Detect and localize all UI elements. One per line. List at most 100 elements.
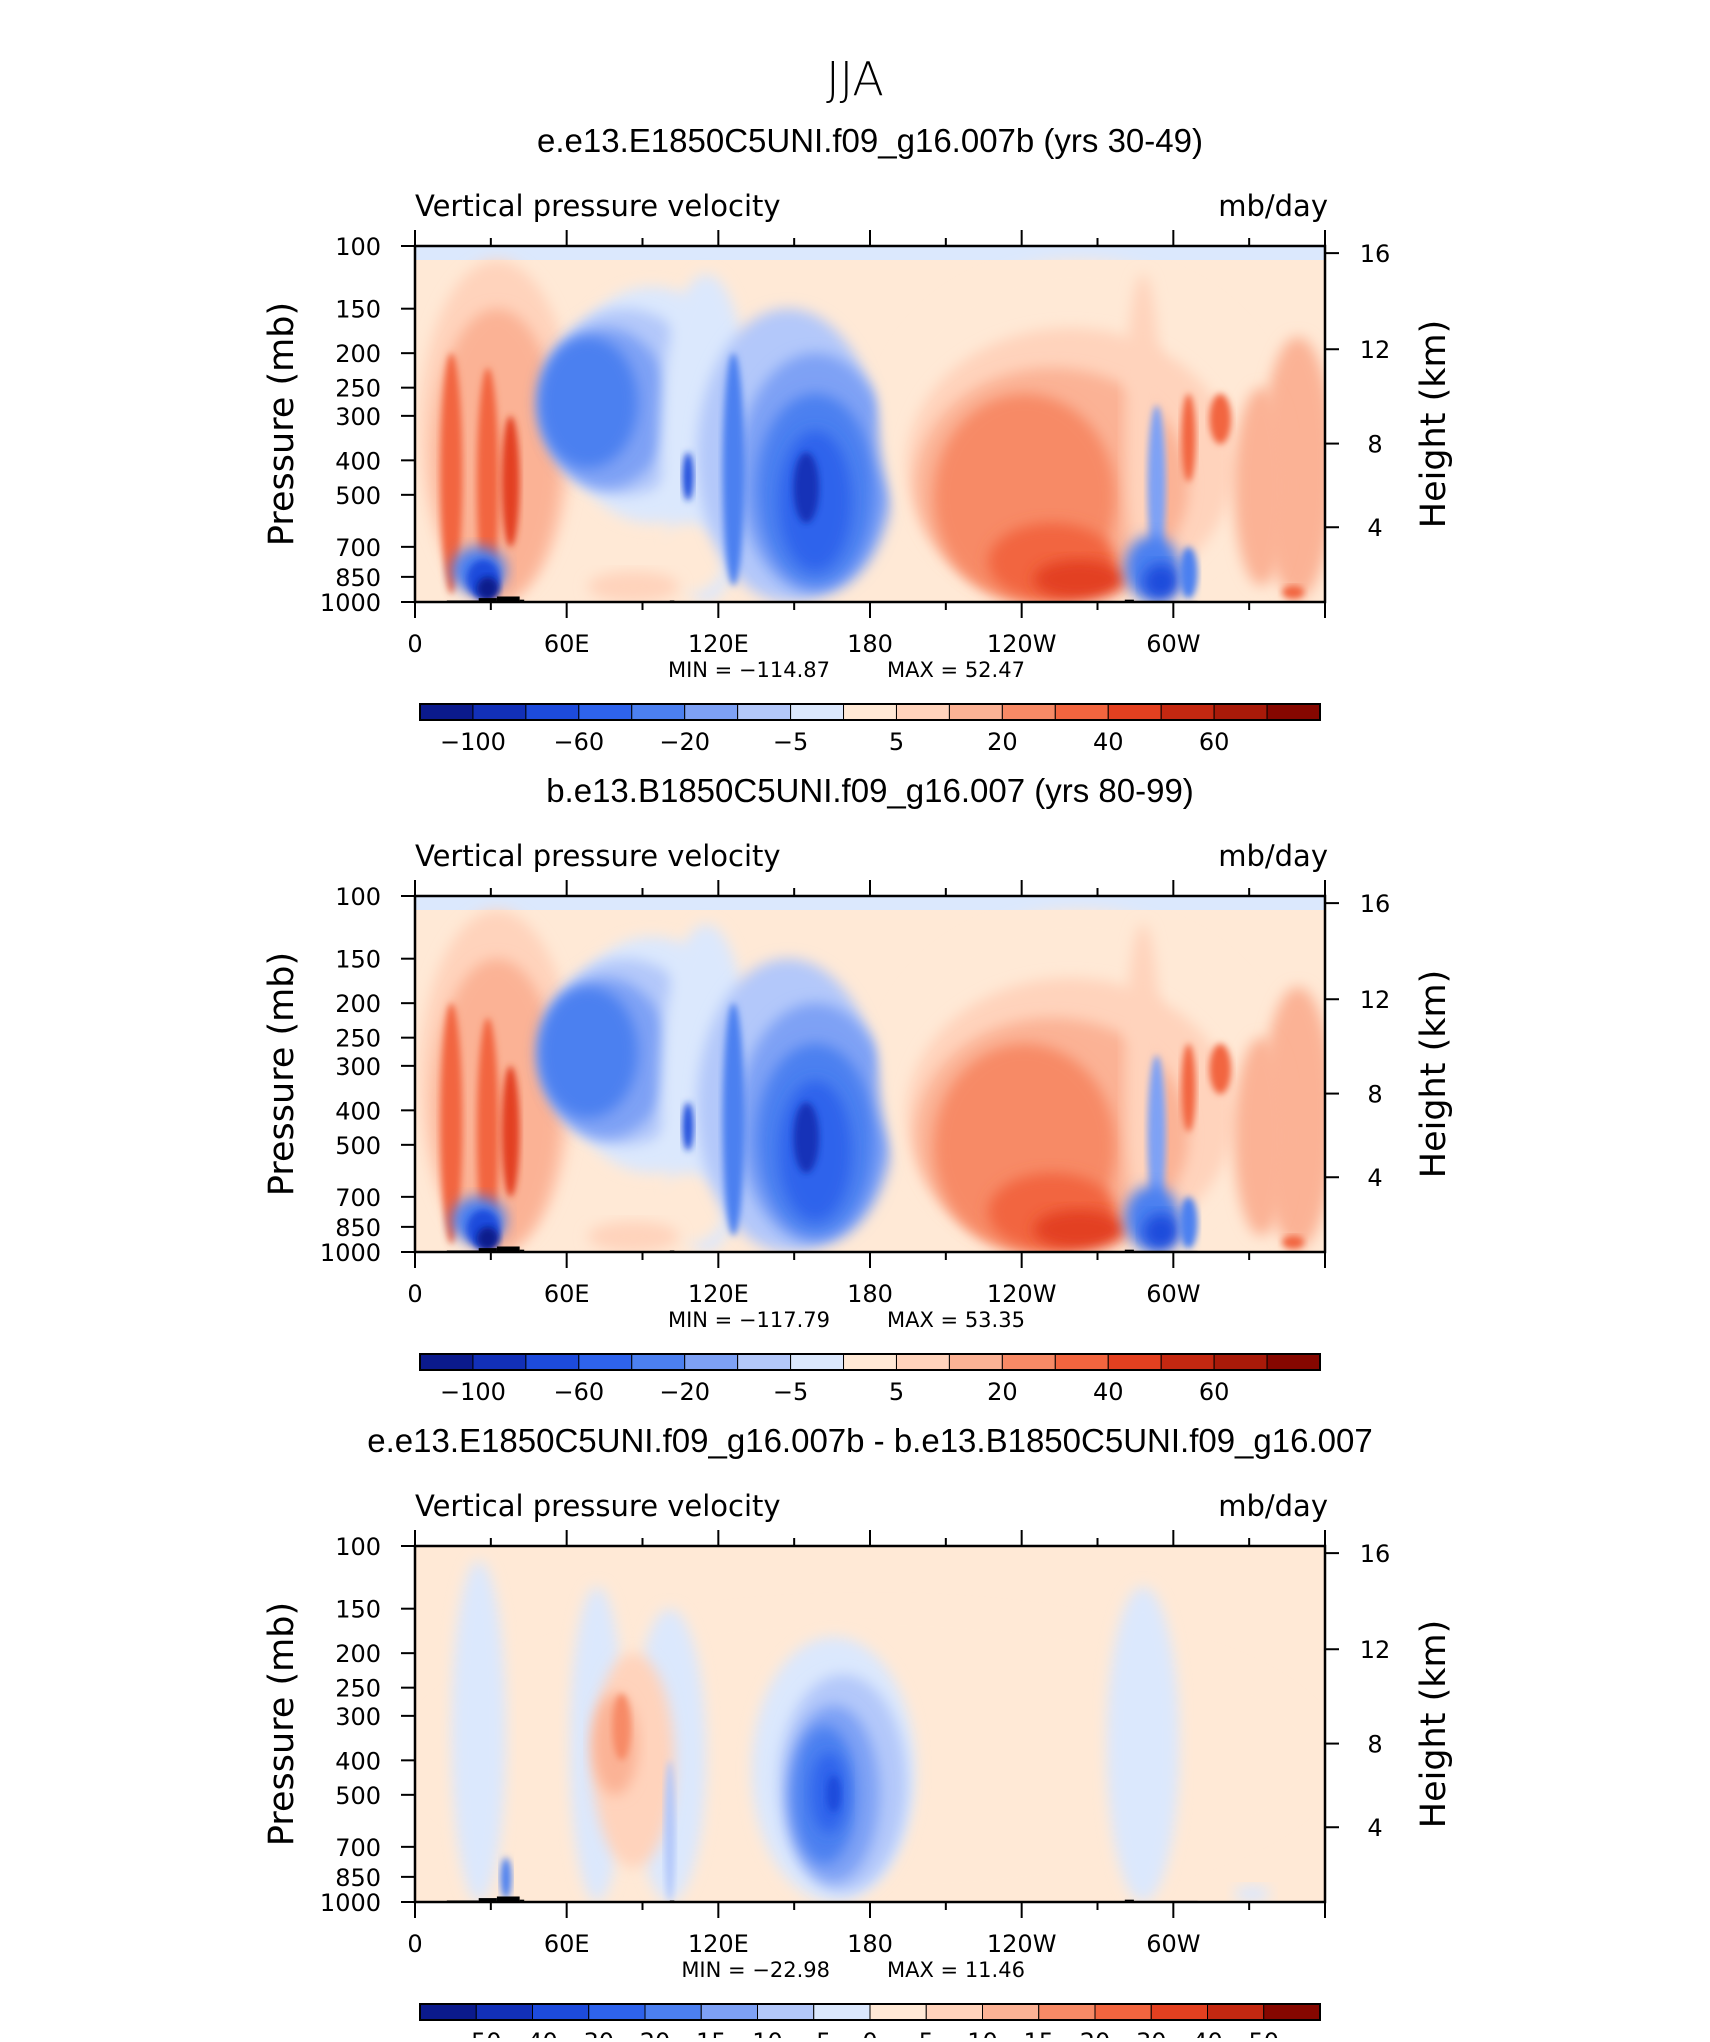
x-tick-label: 0 (407, 1930, 422, 1958)
colorbar-swatch (419, 1353, 474, 1371)
colorbar-swatch (1207, 2003, 1265, 2021)
x-tick-label: 180 (847, 630, 893, 658)
chart-panel-1: e.e13.E1850C5UNI.f09_g16.007b (yrs 30-49… (262, 122, 1454, 756)
x-tick-label: 60W (1146, 630, 1200, 658)
chart-panel-2: b.e13.B1850C5UNI.f09_g16.007 (yrs 80-99)… (262, 772, 1454, 1406)
max-label: MAX = 53.35 (887, 1308, 1025, 1332)
y-tick-label: 500 (335, 1782, 381, 1810)
contour-region (1209, 1043, 1232, 1095)
x-tick-label: 120W (987, 1280, 1057, 1308)
contour-region (1234, 1885, 1271, 1902)
y-right-axis-title: Height (km) (1414, 1620, 1454, 1829)
colorbar-swatch (684, 703, 739, 721)
y-axis-title: Pressure (mb) (262, 1602, 302, 1846)
colorbar-label: 40 (1192, 2028, 1223, 2038)
colorbar-label: 0 (862, 2028, 877, 2038)
colorbar-swatch (790, 1353, 845, 1371)
colorbar-label: −5 (796, 2028, 831, 2038)
contour-region (1181, 1043, 1196, 1132)
colorbar-label: 60 (1199, 1378, 1230, 1406)
x-tick-label: 180 (847, 1280, 893, 1308)
x-tick-label: 120W (987, 630, 1057, 658)
y-tick-label: 700 (335, 534, 381, 562)
x-tick-label: 60E (544, 1280, 590, 1308)
colorbar-swatch (472, 703, 527, 721)
y-tick-label: 100 (335, 233, 381, 261)
terrain-mask (478, 1898, 497, 1902)
contour-region (612, 1693, 631, 1761)
y-tick-label: 200 (335, 990, 381, 1018)
panel-title: e.e13.E1850C5UNI.f09_g16.007b (yrs 30-49… (537, 122, 1203, 159)
colorbar-swatch (895, 703, 950, 721)
variable-label: Vertical pressure velocity (415, 1489, 781, 1523)
y-right-tick-label: 4 (1367, 514, 1382, 542)
colorbar-label: 20 (987, 728, 1018, 756)
contour-region (1106, 1586, 1180, 1902)
y-right-tick-label: 16 (1360, 890, 1391, 918)
colorbar-swatch (684, 1353, 739, 1371)
contour-region (1282, 585, 1305, 599)
field-top-band (415, 896, 1325, 910)
colorbar-label: 60 (1199, 728, 1230, 756)
contour-region (1033, 559, 1125, 599)
x-tick-label: 60E (544, 630, 590, 658)
y-right-tick-label: 8 (1367, 1081, 1382, 1109)
y-right-tick-label: 12 (1360, 1636, 1391, 1664)
x-tick-label: 60W (1146, 1280, 1200, 1308)
max-label: MAX = 11.46 (887, 1958, 1025, 1982)
contour-field (415, 246, 1325, 602)
colorbar-swatch (532, 2003, 590, 2021)
contour-region (501, 1065, 520, 1197)
colorbar-swatch (1160, 1353, 1215, 1371)
contour-region (1234, 1037, 1289, 1236)
contour-region (826, 1775, 841, 1813)
chart-panel-3: e.e13.E1850C5UNI.f09_g16.007b - b.e13.B1… (262, 1422, 1454, 2042)
contour-region (664, 1760, 676, 1902)
contour-region (501, 415, 520, 547)
x-tick-label: 120E (688, 1280, 749, 1308)
colorbar-label: 20 (987, 1378, 1018, 1406)
colorbar-label: 15 (1023, 2028, 1054, 2038)
contour-region (722, 353, 745, 586)
min-label: MIN = −22.98 (681, 1958, 830, 1982)
y-tick-label: 150 (335, 946, 381, 974)
colorbar-frame (419, 1353, 1321, 1371)
terrain-mask (496, 1246, 520, 1252)
contour-region (682, 1102, 694, 1151)
colorbar-swatch (1054, 1353, 1109, 1371)
colorbar-swatch (1160, 703, 1215, 721)
y-tick-label: 200 (335, 1640, 381, 1668)
units-label: mb/day (1218, 189, 1328, 223)
y-tick-label: 100 (335, 883, 381, 911)
colorbar-swatch (1213, 703, 1268, 721)
panel-title: e.e13.E1850C5UNI.f09_g16.007b - b.e13.B1… (367, 1422, 1372, 1459)
colorbar-swatch (1001, 1353, 1056, 1371)
colorbar-swatch (1107, 703, 1162, 721)
y-tick-label: 250 (335, 1025, 381, 1053)
contour-region (1234, 387, 1289, 586)
contour-region (651, 1173, 725, 1245)
y-tick-label: 400 (335, 447, 381, 475)
contour-region (500, 1857, 512, 1899)
colorbar-swatch (419, 2003, 477, 2021)
x-tick-label: 120W (987, 1930, 1057, 1958)
y-tick-label: 150 (335, 1596, 381, 1624)
colorbar-swatch (472, 1353, 527, 1371)
y-right-tick-label: 12 (1360, 986, 1391, 1014)
colorbar-swatch (982, 2003, 1040, 2021)
colorbar-swatch (813, 2003, 871, 2021)
contour-region (682, 452, 694, 501)
colorbar-label: 40 (1093, 1378, 1124, 1406)
x-tick-label: 60W (1146, 1930, 1200, 1958)
panel-title: b.e13.B1850C5UNI.f09_g16.007 (yrs 80-99) (546, 772, 1194, 809)
y-tick-label: 250 (335, 1675, 381, 1703)
colorbar-label: 5 (889, 1378, 904, 1406)
y-tick-label: 300 (335, 1053, 381, 1081)
colorbar-swatch (475, 2003, 533, 2021)
colorbar-swatch (948, 703, 1003, 721)
colorbar-label: 30 (1136, 2028, 1167, 2038)
contour-region (476, 1017, 499, 1249)
x-tick-label: 0 (407, 1280, 422, 1308)
colorbar-label: 5 (889, 728, 904, 756)
contour-region (537, 336, 638, 468)
